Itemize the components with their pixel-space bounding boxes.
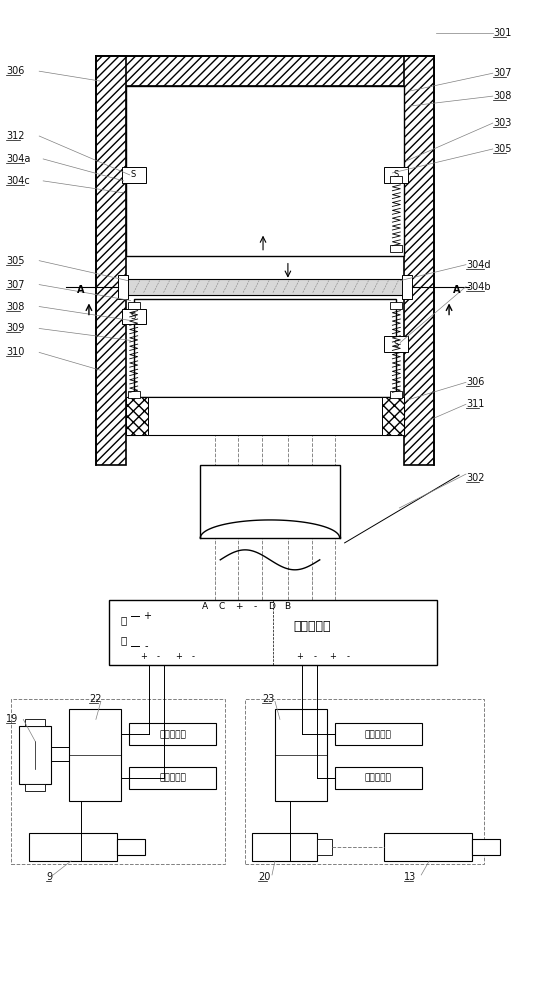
Text: 比例电磁铁: 比例电磁铁 xyxy=(159,774,186,783)
Text: +: + xyxy=(140,652,147,661)
Bar xyxy=(317,839,331,855)
Text: 305: 305 xyxy=(6,256,25,266)
Bar xyxy=(201,465,340,538)
Bar xyxy=(384,336,408,352)
Text: 比例放大器: 比例放大器 xyxy=(294,620,331,633)
Text: +: + xyxy=(329,652,336,661)
Text: 304d: 304d xyxy=(466,260,490,270)
Text: -: - xyxy=(157,652,160,661)
Bar xyxy=(19,726,51,784)
Bar xyxy=(126,279,404,295)
Text: 306: 306 xyxy=(6,66,25,76)
Text: A: A xyxy=(77,285,85,295)
Bar xyxy=(472,839,500,855)
Text: -: - xyxy=(313,652,316,661)
Text: 306: 306 xyxy=(466,377,485,387)
Text: +: + xyxy=(296,652,303,661)
Bar xyxy=(69,709,121,801)
Bar xyxy=(390,391,402,398)
Bar xyxy=(126,397,148,435)
Text: +: + xyxy=(236,602,243,611)
Text: A: A xyxy=(453,285,461,295)
Text: 20: 20 xyxy=(258,872,271,882)
Text: 303: 303 xyxy=(493,118,511,128)
Bar xyxy=(128,391,140,398)
Text: 源: 源 xyxy=(121,635,127,645)
Text: 9: 9 xyxy=(46,872,52,882)
Text: +: + xyxy=(175,652,182,661)
Text: -: - xyxy=(253,602,257,611)
Text: +: + xyxy=(143,611,150,621)
Text: 302: 302 xyxy=(466,473,485,483)
Text: 308: 308 xyxy=(493,91,511,101)
Bar xyxy=(129,723,216,745)
Bar xyxy=(96,56,126,465)
Text: 电: 电 xyxy=(121,615,127,625)
Bar xyxy=(25,719,45,726)
Text: 305: 305 xyxy=(493,144,512,154)
Text: D: D xyxy=(268,602,275,611)
Text: S: S xyxy=(393,340,399,349)
Bar xyxy=(129,767,216,789)
Bar xyxy=(384,833,472,861)
Bar xyxy=(122,309,146,324)
Text: S: S xyxy=(393,170,399,179)
Text: 22: 22 xyxy=(89,694,101,704)
Text: 311: 311 xyxy=(466,399,485,409)
Bar xyxy=(126,86,404,256)
Text: -: - xyxy=(192,652,195,661)
Bar xyxy=(335,767,422,789)
Bar xyxy=(390,302,402,309)
Text: S: S xyxy=(130,170,135,179)
Text: 304b: 304b xyxy=(466,282,490,292)
Text: 310: 310 xyxy=(6,347,25,357)
Bar xyxy=(382,397,404,435)
Text: B: B xyxy=(284,602,290,611)
Text: 307: 307 xyxy=(6,280,25,290)
Text: 308: 308 xyxy=(6,302,25,312)
Bar xyxy=(402,275,412,299)
Bar xyxy=(275,709,327,801)
Bar xyxy=(128,302,140,309)
Bar xyxy=(29,833,117,861)
Text: 比例电磁铁: 比例电磁铁 xyxy=(365,730,392,739)
Text: 312: 312 xyxy=(6,131,25,141)
Text: 比例电磁铁: 比例电磁铁 xyxy=(159,730,186,739)
Text: 13: 13 xyxy=(404,872,417,882)
Bar xyxy=(404,56,434,465)
Bar xyxy=(11,699,225,864)
Text: 23: 23 xyxy=(262,694,274,704)
Text: S: S xyxy=(130,312,135,321)
Bar xyxy=(390,245,402,252)
Bar xyxy=(126,397,404,435)
Bar xyxy=(118,275,128,299)
Bar xyxy=(117,839,144,855)
Bar xyxy=(252,833,317,861)
Text: -: - xyxy=(346,652,349,661)
Text: 307: 307 xyxy=(493,68,512,78)
Text: 19: 19 xyxy=(6,714,19,724)
Bar xyxy=(134,299,396,397)
Bar xyxy=(335,723,422,745)
Bar xyxy=(96,56,434,86)
Text: 304a: 304a xyxy=(6,154,31,164)
Bar xyxy=(384,167,408,183)
Text: -: - xyxy=(145,641,148,651)
Text: 比例电磁铁: 比例电磁铁 xyxy=(365,774,392,783)
Text: 301: 301 xyxy=(493,28,511,38)
Bar xyxy=(109,600,437,665)
Bar xyxy=(122,167,146,183)
Bar xyxy=(25,784,45,791)
Text: C: C xyxy=(218,602,224,611)
Bar xyxy=(245,699,484,864)
Text: 309: 309 xyxy=(6,323,25,333)
Text: A: A xyxy=(202,602,209,611)
Text: 304c: 304c xyxy=(6,176,30,186)
Bar xyxy=(390,176,402,183)
